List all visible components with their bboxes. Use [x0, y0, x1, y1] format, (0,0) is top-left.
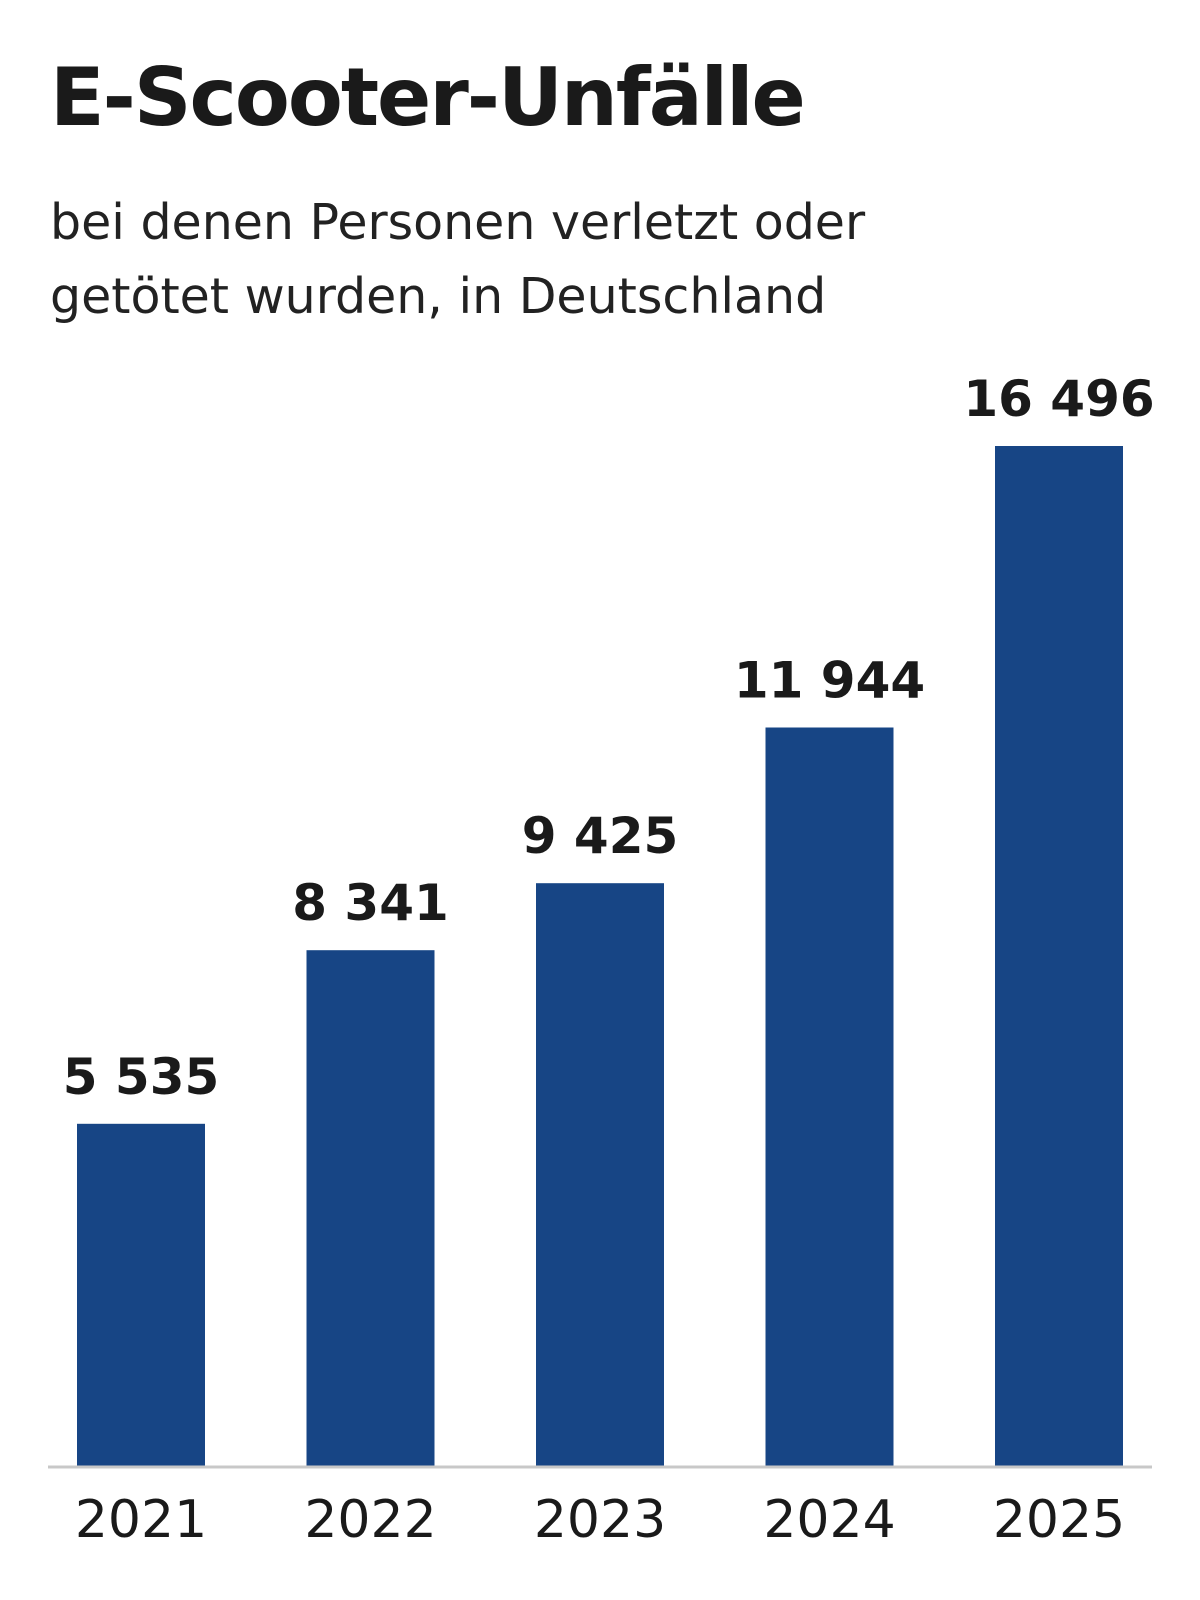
value-label-2023: 9 425: [522, 807, 679, 865]
x-tick-label-2025: 2025: [993, 1490, 1125, 1550]
x-tick-label-group: 2021 2022 2023 2024 2025: [75, 1490, 1125, 1550]
x-tick-label-2023: 2023: [534, 1490, 666, 1550]
x-tick-label-2021: 2021: [75, 1490, 207, 1550]
bar-group: [77, 446, 1123, 1466]
chart-subtitle: bei denen Personen verletzt oder getötet…: [50, 186, 1050, 334]
bar-2021: [77, 1123, 205, 1466]
value-label-2022: 8 341: [292, 874, 449, 932]
x-tick-label-2022: 2022: [304, 1490, 436, 1550]
bar-2025: [995, 446, 1123, 1466]
x-tick-label-2024: 2024: [763, 1490, 895, 1550]
bar-2023: [536, 883, 664, 1466]
subtitle-line-1: bei denen Personen verletzt oder: [50, 194, 866, 251]
value-label-2021: 5 535: [63, 1048, 220, 1106]
bar-2022: [306, 950, 435, 1466]
value-label-2025: 16 496: [963, 370, 1154, 428]
chart-title: E-Scooter-Unfälle: [50, 51, 806, 144]
value-label-2024: 11 944: [734, 652, 925, 710]
bar-2024: [765, 727, 894, 1466]
value-label-group: 5 535 8 341 9 425 11 944 16 496: [63, 370, 1155, 1106]
subtitle-line-2: getötet wurden, in Deutschland: [50, 268, 827, 325]
